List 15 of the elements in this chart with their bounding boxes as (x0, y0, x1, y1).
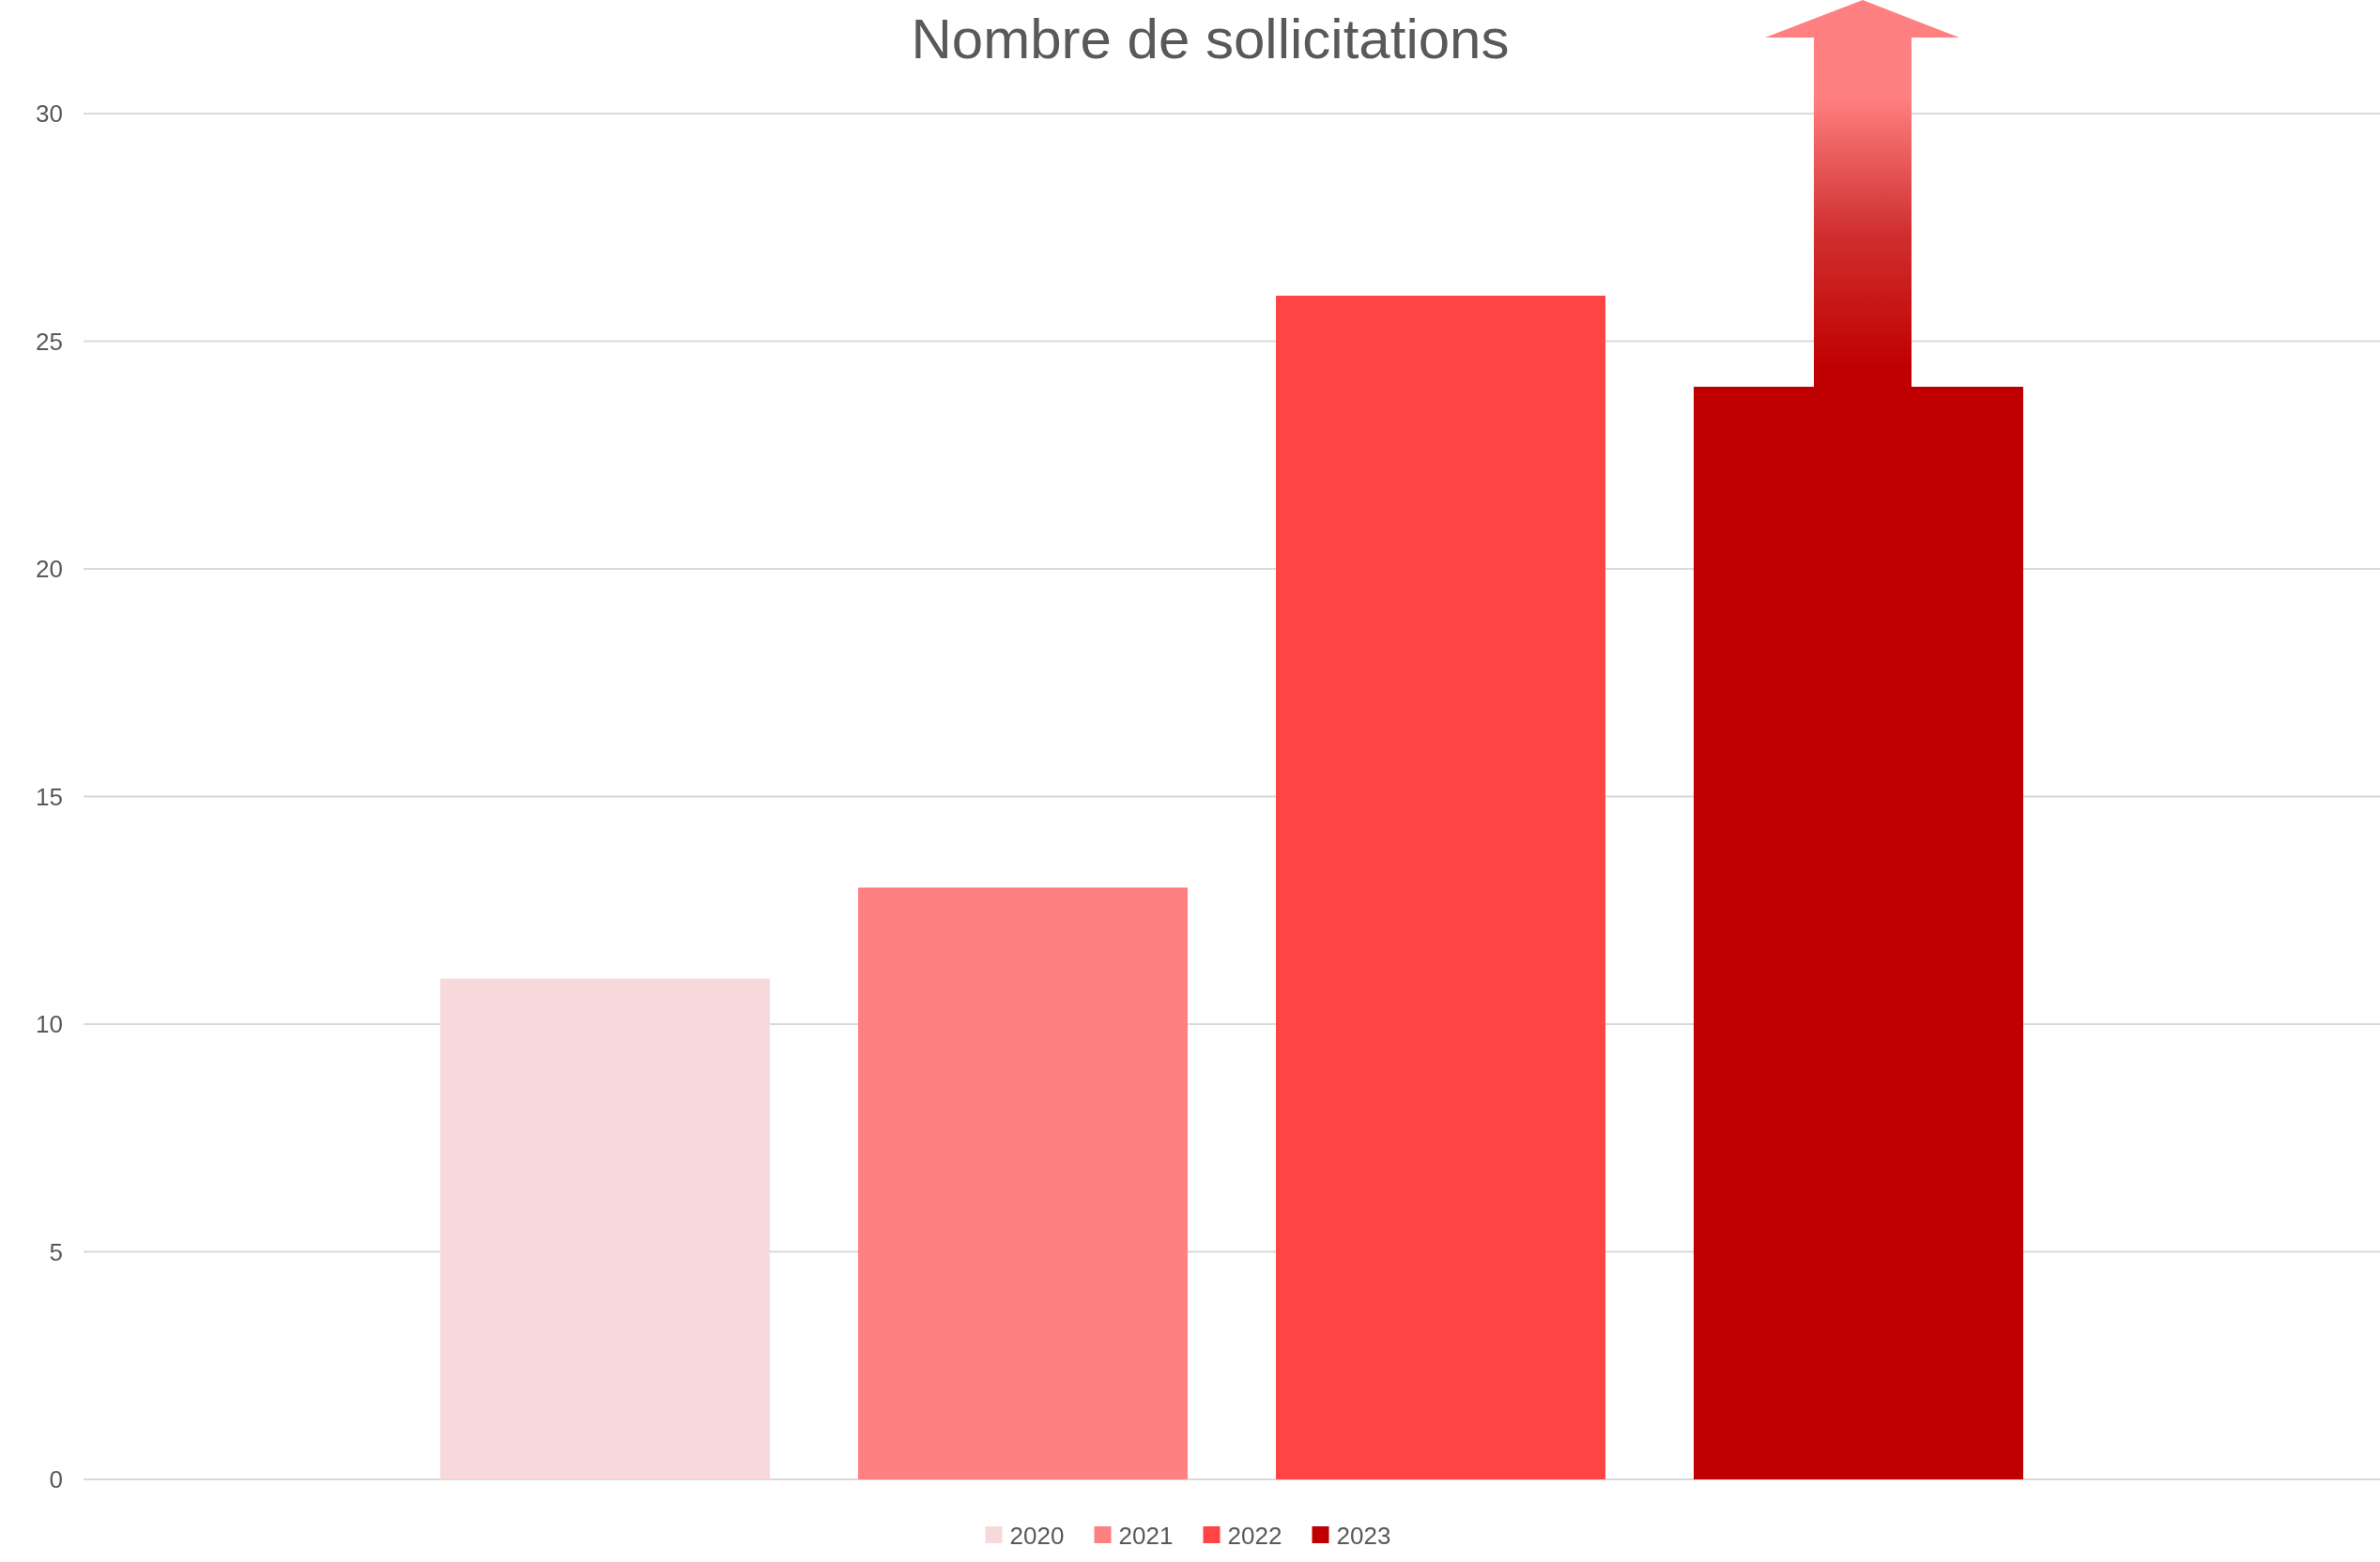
bar (1276, 296, 1605, 1479)
y-tick-label: 25 (36, 327, 63, 356)
y-tick-label: 10 (36, 1010, 63, 1039)
y-tick-label: 0 (49, 1465, 63, 1494)
bar (858, 887, 1188, 1479)
chart-title: Nombre de sollicitations (911, 8, 1510, 70)
legend-label: 2023 (1336, 1522, 1391, 1551)
y-tick-label: 20 (36, 555, 63, 584)
legend-label: 2022 (1227, 1522, 1282, 1551)
y-tick-label: 5 (49, 1237, 63, 1266)
legend-label: 2020 (1009, 1522, 1065, 1551)
bar (440, 978, 770, 1479)
legend-label: 2021 (1118, 1522, 1174, 1551)
y-tick-label: 15 (36, 782, 63, 811)
y-tick-label: 30 (36, 100, 63, 129)
